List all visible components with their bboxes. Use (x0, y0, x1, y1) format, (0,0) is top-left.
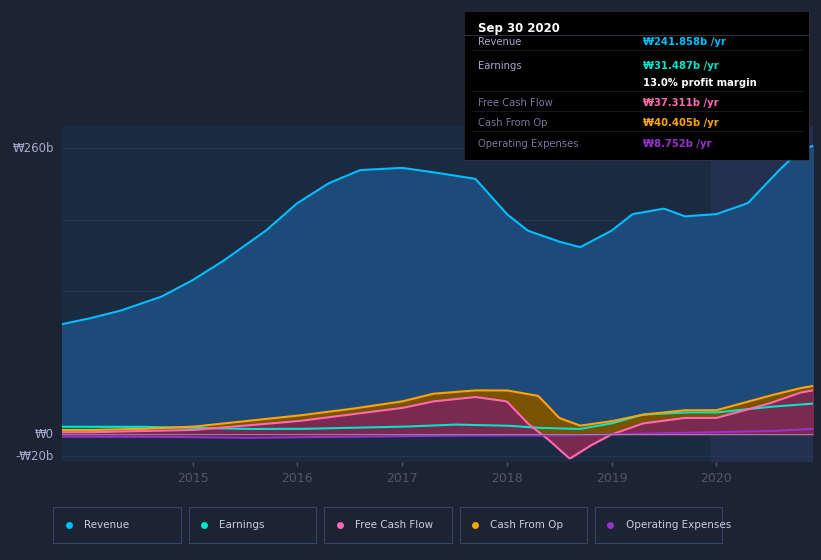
Text: ₩0: ₩0 (35, 428, 54, 441)
Text: Earnings: Earnings (219, 520, 265, 530)
Text: Revenue: Revenue (478, 37, 521, 47)
Text: ₩241.858b /yr: ₩241.858b /yr (643, 37, 726, 47)
Text: Free Cash Flow: Free Cash Flow (478, 97, 553, 108)
Text: ₩31.487b /yr: ₩31.487b /yr (643, 60, 719, 71)
Text: Earnings: Earnings (478, 60, 521, 71)
Text: Cash From Op: Cash From Op (478, 118, 547, 128)
Text: Cash From Op: Cash From Op (490, 520, 563, 530)
Text: Operating Expenses: Operating Expenses (478, 139, 578, 149)
Text: Revenue: Revenue (84, 520, 129, 530)
Text: ₩40.405b /yr: ₩40.405b /yr (643, 118, 719, 128)
Text: ₩8.752b /yr: ₩8.752b /yr (643, 139, 712, 149)
Text: Sep 30 2020: Sep 30 2020 (478, 22, 560, 35)
Text: Operating Expenses: Operating Expenses (626, 520, 731, 530)
Text: ₩37.311b /yr: ₩37.311b /yr (643, 97, 719, 108)
Text: ₩260b: ₩260b (12, 142, 54, 155)
Text: -₩20b: -₩20b (16, 450, 54, 463)
Text: Free Cash Flow: Free Cash Flow (355, 520, 433, 530)
Bar (711, 126, 813, 462)
Text: 13.0% profit margin: 13.0% profit margin (643, 78, 757, 88)
